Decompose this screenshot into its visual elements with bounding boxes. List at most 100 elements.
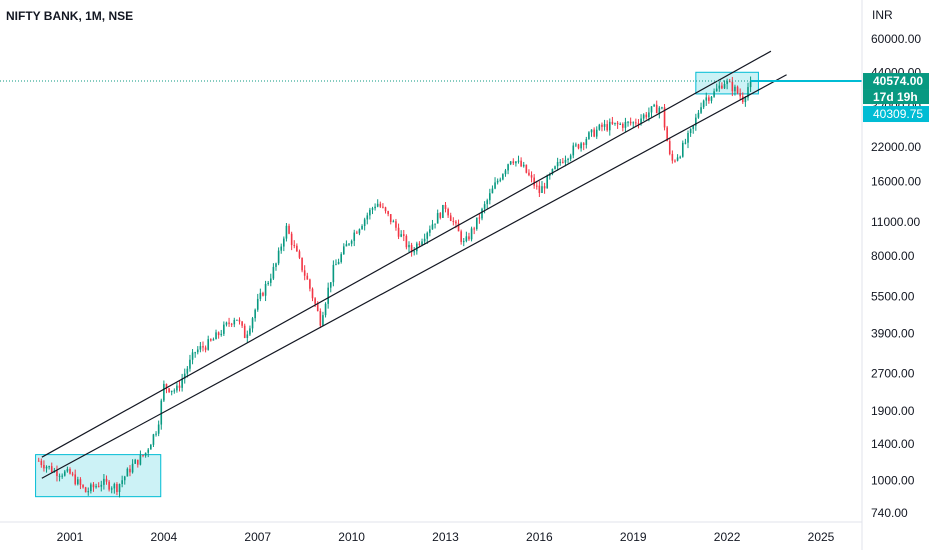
candle-body bbox=[84, 487, 87, 493]
candle-body bbox=[71, 473, 74, 475]
candle-body bbox=[228, 322, 230, 324]
candle-body bbox=[611, 121, 614, 124]
candle-body bbox=[559, 161, 562, 163]
candle-body bbox=[632, 122, 635, 124]
candle-body bbox=[554, 166, 556, 169]
candle-body bbox=[43, 464, 45, 469]
candle-body bbox=[710, 96, 713, 101]
candle-body bbox=[311, 288, 314, 299]
candle-body bbox=[622, 123, 624, 128]
candle-body bbox=[87, 491, 90, 493]
candle-body bbox=[629, 121, 632, 124]
candle-body bbox=[272, 266, 275, 279]
candle-body bbox=[575, 144, 577, 146]
candle-body bbox=[173, 390, 176, 392]
candle-body bbox=[74, 474, 77, 485]
candle-body bbox=[598, 124, 601, 130]
candle-body bbox=[382, 206, 384, 208]
candle-body bbox=[280, 246, 283, 251]
candle-body bbox=[721, 85, 723, 89]
candle-body bbox=[674, 160, 676, 162]
candle-body bbox=[189, 359, 191, 369]
candle-body bbox=[429, 229, 431, 233]
candle-body bbox=[595, 129, 598, 137]
candle-body bbox=[515, 161, 517, 164]
candle-body bbox=[606, 124, 608, 131]
y-tick-label: 1400.00 bbox=[871, 437, 915, 451]
candle-body bbox=[147, 449, 150, 453]
price-badge-label: 40574.00 bbox=[873, 74, 923, 88]
candle-body bbox=[580, 143, 582, 149]
candle-body bbox=[220, 333, 223, 336]
candle-body bbox=[668, 141, 671, 155]
candle-body bbox=[713, 91, 715, 97]
countdown-badge bbox=[863, 89, 929, 105]
candle-body bbox=[288, 225, 290, 234]
candle-body bbox=[564, 159, 567, 163]
candle-body bbox=[627, 121, 629, 123]
candle-body bbox=[186, 368, 189, 374]
candle-body bbox=[324, 303, 327, 316]
candle-body bbox=[353, 232, 356, 241]
candle-body bbox=[470, 228, 473, 240]
candle-body bbox=[139, 454, 142, 465]
y-tick-label: 3900.00 bbox=[871, 327, 915, 341]
candle-body bbox=[483, 204, 486, 209]
candle-body bbox=[79, 479, 82, 485]
candle-body bbox=[306, 275, 309, 280]
trend-line bbox=[41, 74, 787, 479]
candle-body bbox=[181, 378, 183, 388]
candle-body bbox=[502, 174, 504, 180]
candle-body bbox=[663, 107, 666, 128]
candle-body bbox=[731, 81, 734, 92]
candle-body bbox=[494, 182, 496, 189]
candle-body bbox=[499, 179, 502, 181]
candle-body bbox=[296, 245, 298, 252]
candle-body bbox=[303, 270, 306, 276]
candle-body bbox=[496, 180, 499, 183]
candle-body bbox=[569, 155, 572, 159]
candle-body bbox=[734, 86, 736, 92]
candle-body bbox=[460, 231, 462, 242]
y-tick-label: 22000.00 bbox=[871, 140, 921, 154]
candle-body bbox=[543, 186, 546, 189]
candle-body bbox=[679, 156, 681, 158]
candle-body bbox=[136, 459, 139, 465]
candle-body bbox=[447, 208, 449, 216]
y-tick-label: 16000.00 bbox=[871, 174, 921, 188]
candle-body bbox=[423, 238, 426, 242]
candle-body bbox=[123, 476, 126, 481]
candle-body bbox=[144, 452, 147, 456]
candle-body bbox=[616, 122, 619, 125]
level-badge bbox=[863, 106, 929, 123]
candle-body bbox=[681, 142, 684, 157]
candle-body bbox=[238, 319, 241, 322]
candle-body bbox=[233, 319, 236, 325]
x-tick-label: 2007 bbox=[244, 530, 271, 544]
candle-body bbox=[635, 122, 637, 124]
candle-body bbox=[582, 143, 585, 145]
currency-label: INR bbox=[872, 8, 893, 22]
candle-body bbox=[509, 161, 512, 165]
candle-body bbox=[61, 475, 63, 477]
candle-body bbox=[645, 114, 648, 118]
countdown-badge-label: 17d 19h bbox=[873, 90, 918, 104]
candle-body bbox=[379, 203, 382, 207]
candle-body bbox=[588, 132, 590, 140]
candle-body bbox=[434, 223, 436, 225]
candle-body bbox=[585, 139, 588, 145]
candle-body bbox=[489, 193, 491, 201]
candle-body bbox=[345, 244, 348, 247]
candle-body bbox=[217, 332, 220, 336]
candle-body bbox=[202, 346, 204, 348]
candle-body bbox=[684, 142, 687, 144]
candle-body bbox=[337, 261, 340, 265]
candle-body bbox=[538, 185, 541, 194]
candle-body bbox=[215, 332, 217, 340]
candle-body bbox=[332, 264, 335, 283]
candle-body bbox=[230, 323, 233, 325]
candle-body bbox=[358, 229, 361, 234]
candle-body bbox=[356, 232, 358, 234]
candle-body bbox=[728, 81, 731, 83]
candle-body bbox=[103, 478, 105, 485]
